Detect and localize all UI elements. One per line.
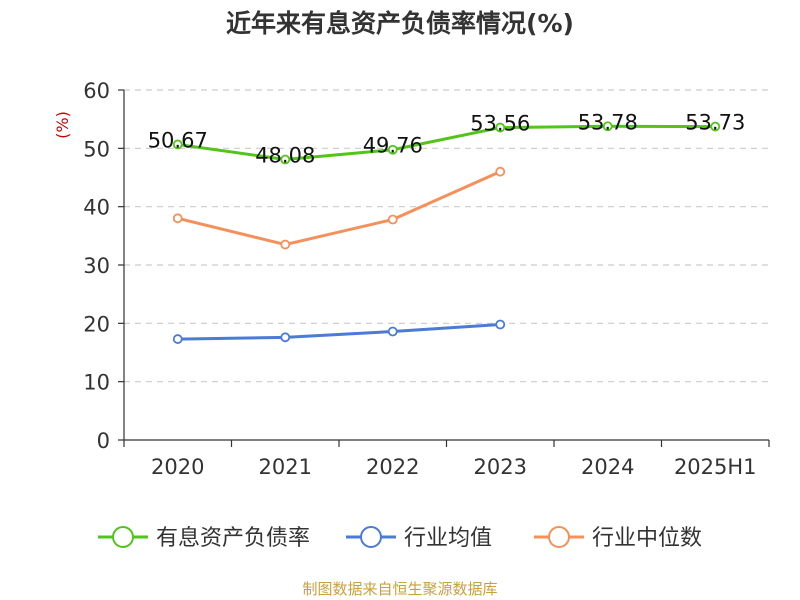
- series-line: [177, 170, 501, 247]
- data-point[interactable]: [172, 213, 183, 224]
- data-label: 53.73: [685, 111, 745, 135]
- y-tick-label: 0: [97, 429, 110, 453]
- data-point[interactable]: [495, 319, 506, 330]
- data-labels: 50.67 48.08 49.76 53.56 53.78 53.73: [148, 110, 746, 167]
- data-point[interactable]: [387, 214, 398, 225]
- legend-item-2[interactable]: 行业均值: [346, 526, 492, 551]
- source-note: 制图数据来自恒生聚源数据库: [302, 580, 497, 598]
- data-point[interactable]: [495, 166, 506, 177]
- series-line: [177, 323, 501, 341]
- y-tick-label: 50: [83, 137, 110, 161]
- series-2: [172, 319, 506, 344]
- legend-label: 有息资产负债率: [156, 526, 310, 551]
- legend-label: 行业均值: [404, 526, 492, 551]
- data-label: 49.76: [363, 134, 423, 158]
- legend-swatch-marker: [360, 526, 382, 548]
- data-label: 50.67: [148, 128, 208, 152]
- data-label: 48.08: [255, 144, 315, 168]
- legend-item-1[interactable]: 有息资产负债率: [98, 526, 310, 551]
- data-point[interactable]: [280, 239, 291, 250]
- data-label: 53.56: [470, 112, 530, 136]
- data-point[interactable]: [387, 144, 398, 155]
- data-point[interactable]: [172, 139, 183, 150]
- legend-item-3[interactable]: 行业中位数: [534, 526, 702, 551]
- series-1: [172, 121, 721, 165]
- legend-label: 行业中位数: [592, 526, 702, 551]
- data-point[interactable]: [710, 121, 721, 132]
- x-tick-label: 2024: [581, 455, 634, 479]
- y-axis-unit: (%): [53, 111, 72, 139]
- axes: 0 10 20 30 40 50 60 2020 2021 2022 2023 2024 2025H1: [83, 79, 770, 479]
- legend-swatch-marker: [112, 526, 134, 548]
- data-point[interactable]: [387, 326, 398, 337]
- series-3: [172, 166, 506, 250]
- data-label: 53.78: [578, 110, 638, 134]
- y-tick-label: 20: [83, 312, 110, 336]
- gridlines: [124, 89, 769, 383]
- data-point[interactable]: [280, 154, 291, 165]
- x-tick-label: 2025H1: [674, 455, 757, 479]
- chart-title: 近年来有息资产负债率情况(%): [226, 9, 574, 38]
- data-point[interactable]: [602, 121, 613, 132]
- x-tick-label: 2020: [151, 455, 204, 479]
- y-tick-label: 30: [83, 254, 110, 278]
- data-point[interactable]: [495, 122, 506, 133]
- y-tick-label: 40: [83, 196, 110, 220]
- y-tick-label: 10: [83, 371, 110, 395]
- y-tick-label: 60: [83, 79, 110, 103]
- x-tick-label: 2021: [259, 455, 312, 479]
- legend-swatch-marker: [548, 526, 570, 548]
- series-line: [177, 124, 716, 162]
- x-tick-label: 2022: [366, 455, 419, 479]
- legend[interactable]: 有息资产负债率 行业均值 行业中位数: [98, 526, 702, 551]
- series-lines: [172, 121, 721, 344]
- data-point[interactable]: [280, 332, 291, 343]
- data-point[interactable]: [172, 334, 183, 344]
- x-tick-label: 2023: [474, 455, 527, 479]
